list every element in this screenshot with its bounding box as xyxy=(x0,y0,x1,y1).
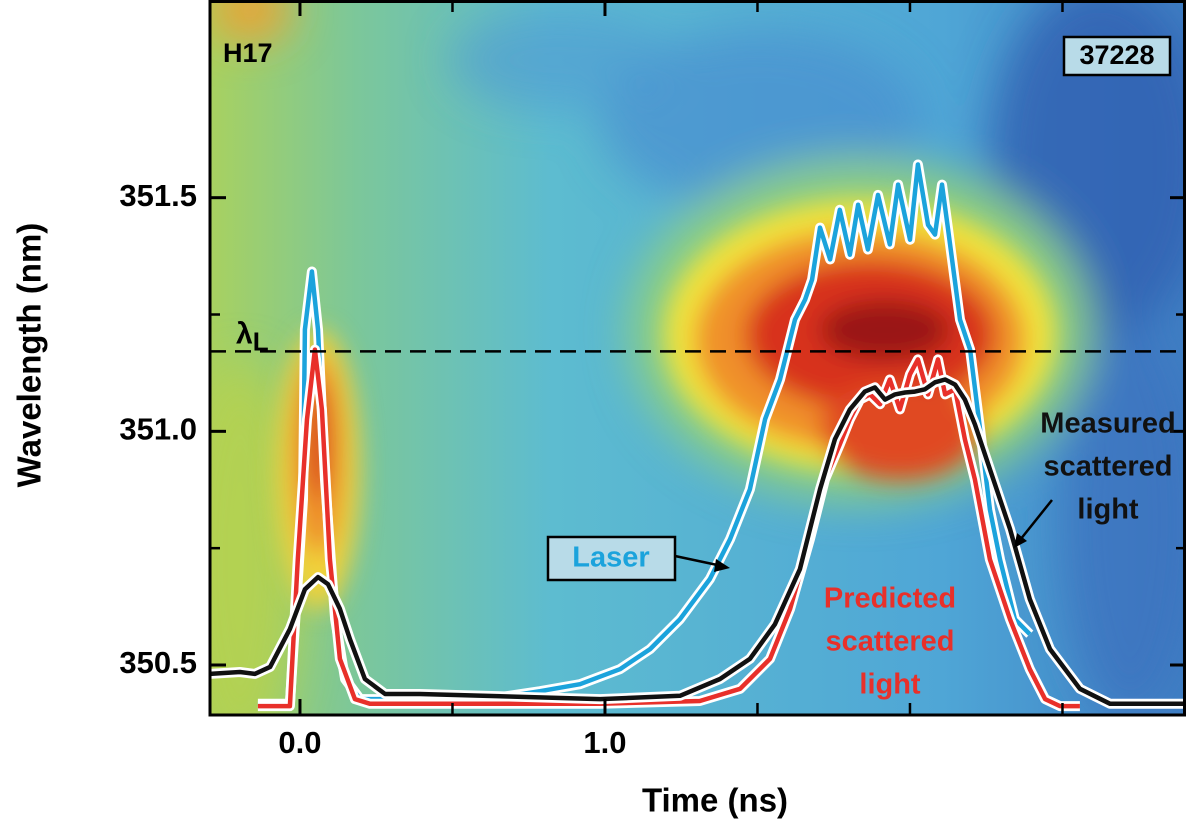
plot-frame xyxy=(208,0,1186,717)
x-axis-title: Time (ns) xyxy=(642,782,788,819)
series-label: scattered xyxy=(1044,451,1173,483)
shot-label: 37228 xyxy=(1079,40,1154,70)
subscript: L xyxy=(253,326,269,356)
series-label: Laser xyxy=(572,542,649,574)
arrow-head xyxy=(714,559,730,572)
series-label: scattered xyxy=(826,626,955,658)
curves xyxy=(210,159,1186,712)
series-label: Measured xyxy=(1040,408,1175,440)
spectrum-image xyxy=(210,0,1186,715)
y-tick-label: 351.0 xyxy=(119,412,197,447)
y-tick-label: 350.5 xyxy=(119,645,197,680)
symbol: λ xyxy=(236,317,253,350)
x-tick-label: 0.0 xyxy=(278,725,321,760)
y-axis-title: Wavelength (nm) xyxy=(11,223,48,488)
y-tick-label: 351.5 xyxy=(119,178,197,213)
laser-box xyxy=(546,535,677,582)
reference-label: λL xyxy=(236,317,269,356)
series-label: light xyxy=(859,669,921,701)
laser-arrow xyxy=(674,554,723,568)
panel-label: H17 xyxy=(223,38,273,68)
measured-arrow xyxy=(1019,499,1053,541)
series-label: light xyxy=(1077,494,1139,526)
line xyxy=(210,377,1186,707)
x-tick-label: 1.0 xyxy=(583,725,626,760)
series-label: Predicted xyxy=(824,583,956,615)
shot-box xyxy=(1062,35,1172,77)
arrow-head xyxy=(1014,533,1027,548)
